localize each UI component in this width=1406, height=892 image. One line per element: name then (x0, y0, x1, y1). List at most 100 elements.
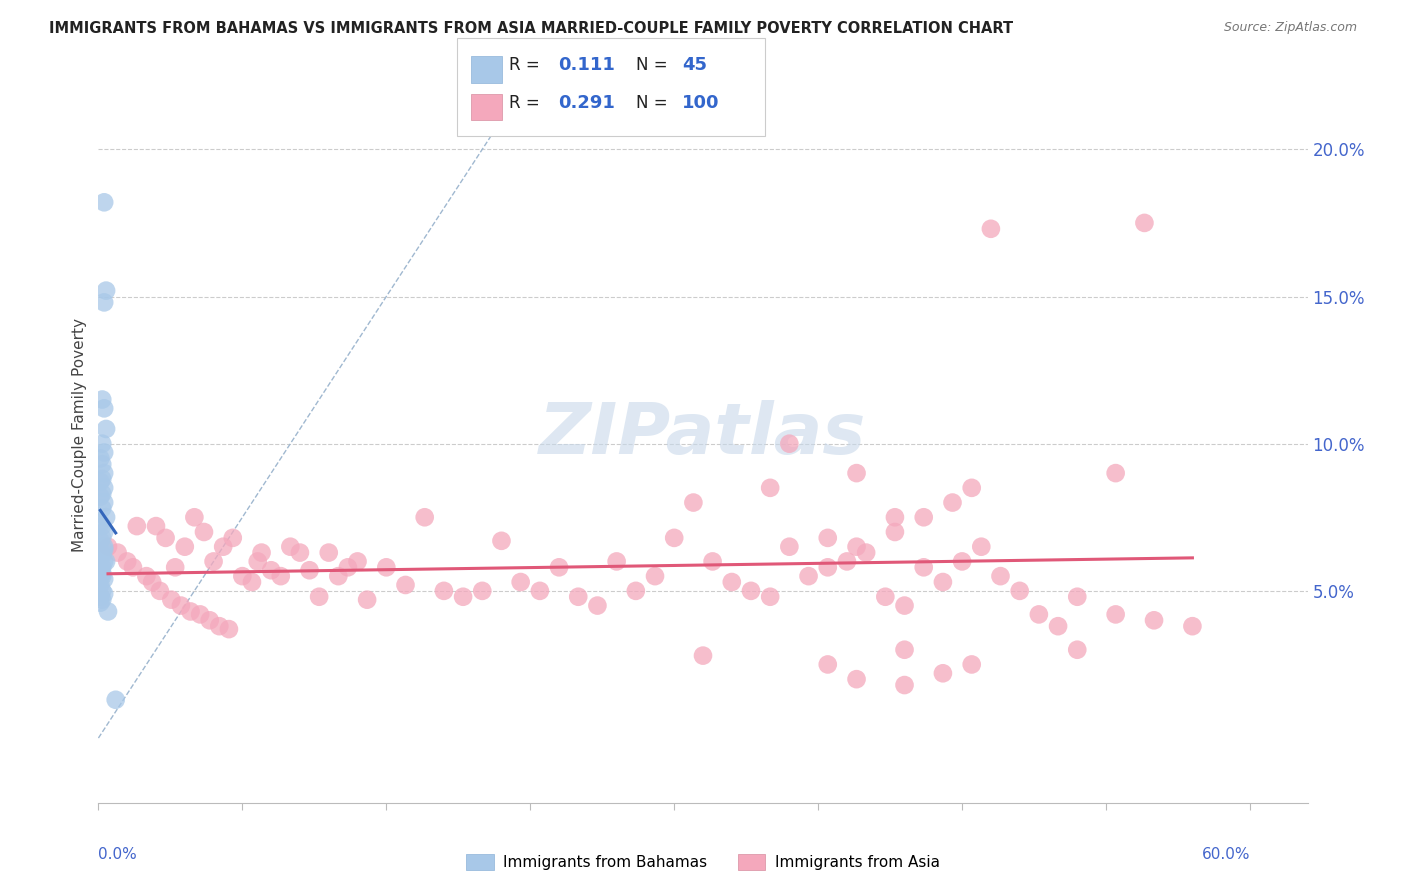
Point (94, 422, 117, 436)
Point (193, 524, 215, 539)
Text: ZIPatlas: ZIPatlas (540, 401, 866, 469)
Point (394, 578, 416, 592)
Point (759, 590, 782, 604)
Point (93, 481, 115, 495)
Point (93, 466, 115, 480)
Point (1066, 642, 1088, 657)
Point (97, 605, 120, 619)
Point (778, 436, 800, 450)
Point (692, 648, 714, 663)
Point (135, 569, 157, 583)
Point (91, 566, 114, 581)
Point (89, 549, 111, 563)
Point (94, 554, 117, 568)
Legend: Immigrants from Bahamas, Immigrants from Asia: Immigrants from Bahamas, Immigrants from… (460, 848, 946, 876)
Point (202, 554, 225, 568)
Point (91, 519, 114, 533)
Point (104, 692, 127, 706)
Text: N =: N = (636, 94, 666, 112)
Point (89, 563, 111, 577)
Point (218, 622, 240, 636)
Point (141, 574, 163, 589)
Point (91, 560, 114, 574)
Text: 0.111: 0.111 (558, 56, 614, 74)
Point (932, 574, 955, 589)
Point (682, 495, 704, 509)
Point (91, 592, 114, 607)
Point (97, 540, 120, 554)
Point (246, 554, 269, 568)
Point (759, 481, 782, 495)
Point (91, 549, 114, 563)
Text: 0.291: 0.291 (558, 94, 614, 112)
Point (664, 531, 686, 545)
Text: R =: R = (509, 56, 540, 74)
Point (308, 590, 330, 604)
Point (941, 495, 963, 509)
Point (1104, 466, 1126, 480)
Point (835, 554, 858, 568)
Point (89, 490, 111, 504)
Point (586, 599, 609, 613)
Point (165, 560, 187, 574)
Point (122, 560, 145, 574)
Point (89, 475, 111, 489)
Point (89, 590, 111, 604)
Point (451, 590, 474, 604)
Point (797, 569, 820, 583)
Point (93, 195, 115, 210)
Point (93, 587, 115, 601)
Point (208, 619, 231, 633)
Point (1047, 619, 1070, 633)
Point (413, 510, 436, 524)
Point (970, 540, 993, 554)
Point (845, 540, 868, 554)
Point (91, 487, 114, 501)
Point (567, 590, 589, 604)
Point (471, 583, 494, 598)
Point (231, 569, 253, 583)
Point (93, 295, 115, 310)
Text: 0.0%: 0.0% (98, 847, 138, 862)
Point (240, 574, 263, 589)
Text: N =: N = (636, 56, 666, 74)
Point (893, 642, 915, 657)
Point (91, 457, 114, 471)
Point (145, 519, 167, 533)
Point (950, 554, 973, 568)
Point (91, 531, 114, 545)
Text: 100: 100 (682, 94, 720, 112)
Point (93, 401, 115, 416)
Point (91, 583, 114, 598)
Point (884, 524, 907, 539)
Point (94, 510, 117, 524)
Point (91, 392, 114, 407)
Point (990, 569, 1012, 583)
Text: 60.0%: 60.0% (1202, 847, 1250, 862)
Point (509, 574, 531, 589)
Point (433, 583, 456, 598)
Point (180, 605, 202, 619)
Point (884, 510, 907, 524)
Point (89, 516, 111, 530)
Point (91, 569, 114, 583)
Point (94, 284, 117, 298)
Point (288, 545, 311, 560)
Point (932, 666, 955, 681)
Point (548, 560, 571, 574)
Point (817, 657, 839, 672)
Point (356, 592, 378, 607)
Point (1066, 590, 1088, 604)
Point (778, 540, 800, 554)
Point (740, 583, 762, 598)
Point (183, 510, 205, 524)
Point (89, 563, 111, 577)
Point (529, 583, 551, 598)
Point (1028, 607, 1050, 622)
Point (893, 599, 915, 613)
Point (845, 466, 868, 480)
Point (1133, 216, 1156, 230)
Point (280, 540, 302, 554)
Point (155, 531, 177, 545)
Point (855, 545, 877, 560)
